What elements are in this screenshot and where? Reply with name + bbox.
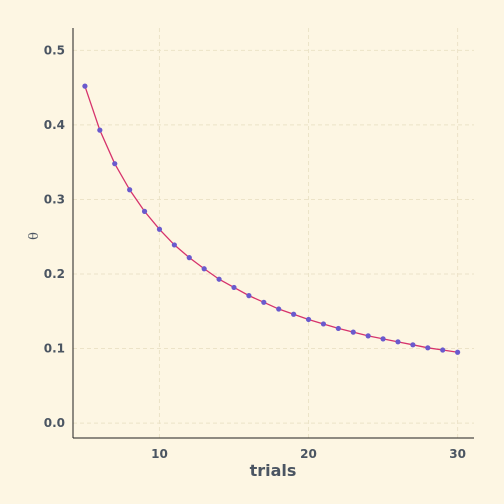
- x-axis-title: trials: [250, 461, 297, 480]
- tick-labels: 0.0 0.1 0.2 0.3 0.4 0.5 10 20 30: [44, 43, 466, 461]
- x-tick-label: 10: [151, 447, 168, 461]
- data-point: [380, 336, 386, 342]
- data-point: [82, 83, 88, 89]
- y-tick-label: 0.0: [44, 416, 65, 430]
- y-tick-label: 0.1: [44, 342, 65, 356]
- data-point: [365, 333, 371, 339]
- data-point: [350, 329, 356, 335]
- data-point: [276, 306, 282, 312]
- data-point: [231, 284, 237, 291]
- data-point: [201, 266, 207, 272]
- y-axis-title: θ: [27, 232, 42, 240]
- data-point: [455, 349, 461, 355]
- series: [82, 83, 461, 355]
- x-tick-label: 20: [300, 447, 317, 461]
- data-point: [410, 342, 416, 348]
- series-line: [84, 85, 458, 353]
- y-tick-label: 0.5: [44, 43, 65, 57]
- data-point: [320, 321, 327, 327]
- data-point: [97, 127, 103, 133]
- data-point: [305, 316, 312, 323]
- grid: [73, 28, 474, 438]
- data-point: [112, 161, 118, 167]
- y-tick-label: 0.3: [44, 192, 65, 206]
- data-point: [127, 187, 133, 193]
- x-tick-label: 30: [449, 447, 466, 461]
- data-point: [261, 299, 267, 305]
- data-point: [246, 293, 252, 299]
- data-point: [156, 226, 163, 232]
- data-point: [171, 242, 177, 248]
- data-point: [395, 339, 401, 345]
- data-point: [440, 347, 446, 353]
- data-point: [216, 276, 222, 282]
- data-point: [186, 255, 192, 261]
- data-point: [291, 311, 297, 317]
- data-point: [335, 325, 341, 332]
- axes: [72, 28, 474, 439]
- y-tick-label: 0.4: [44, 118, 65, 132]
- data-point: [141, 208, 148, 214]
- data-point: [425, 345, 431, 351]
- y-tick-label: 0.2: [44, 267, 65, 281]
